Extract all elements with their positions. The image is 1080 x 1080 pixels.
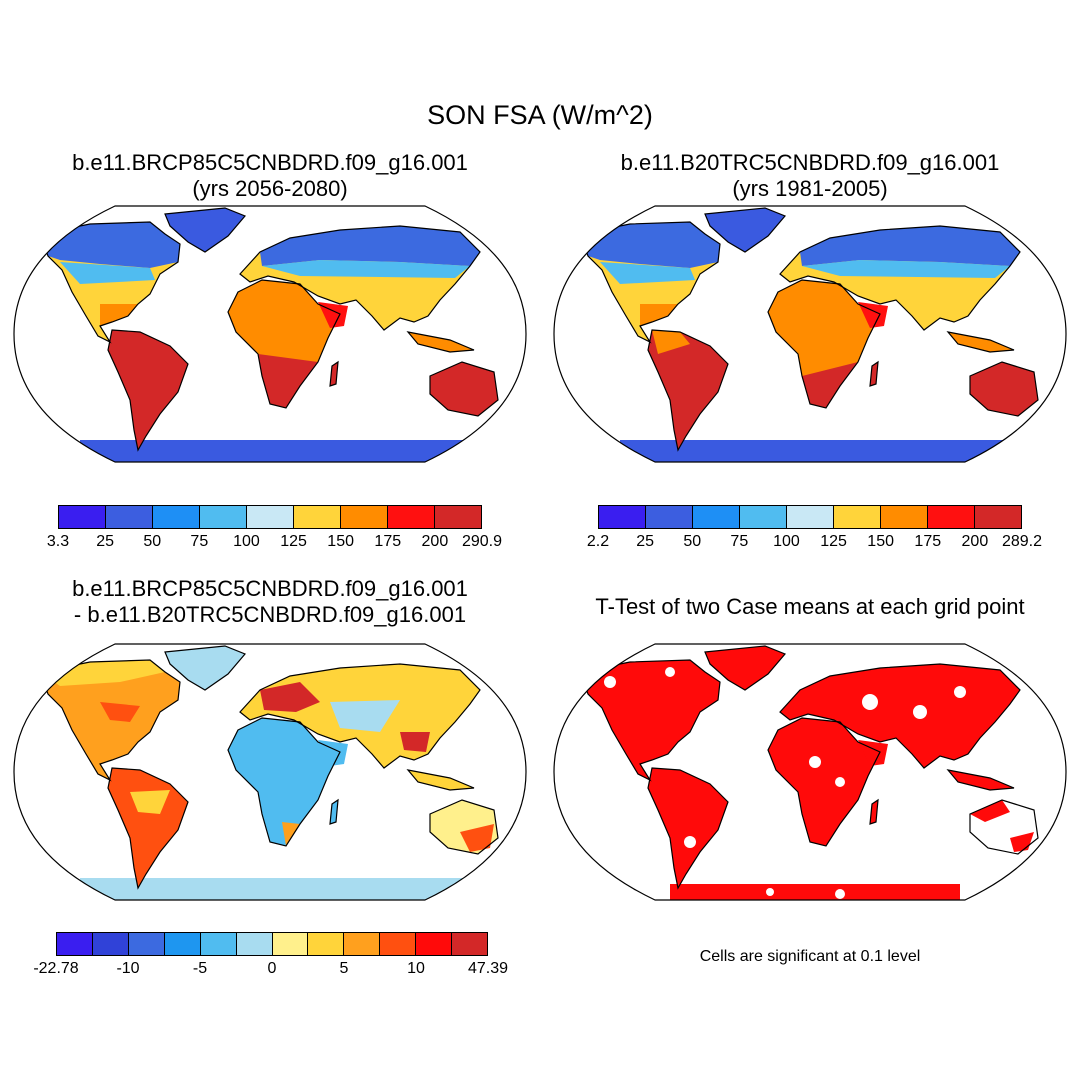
colorbar-tick-label: 150 xyxy=(867,533,895,550)
colorbar-swatch xyxy=(92,933,129,955)
colorbar-swatch xyxy=(344,933,381,955)
colorbar-tick-label: 5 xyxy=(339,960,349,977)
main-title: SON FSA (W/m^2) xyxy=(427,100,653,130)
colorbar-tick-label: 0 xyxy=(267,960,277,977)
top-right-title: b.e11.B20TRC5CNBDRD.f09_g16.001 (yrs 198… xyxy=(550,150,1070,202)
colorbar-swatch xyxy=(59,506,106,528)
colorbar-swatch xyxy=(881,506,928,528)
map-top-left xyxy=(13,205,527,463)
colorbar-swatch xyxy=(380,933,417,955)
colorbar-tick-label: 175 xyxy=(914,533,942,550)
colorbar-tick-label: 10 xyxy=(407,960,425,977)
colorbar-swatch xyxy=(388,506,435,528)
colorbar-tick-label: 200 xyxy=(961,533,989,550)
colorbar-tick-label: 47.39 xyxy=(467,960,509,977)
bottom-left-title: b.e11.BRCP85C5CNBDRD.f09_g16.001 - b.e11… xyxy=(10,576,530,628)
colorbar-tick-label: 2.2 xyxy=(586,533,610,550)
map-bottom-left xyxy=(13,643,527,901)
colorbar-swatch xyxy=(435,506,481,528)
colorbar-tick-label: 50 xyxy=(143,533,162,550)
colorbar-swatch xyxy=(341,506,388,528)
top-right-title-line2: (yrs 1981-2005) xyxy=(732,176,888,201)
top-left-title: b.e11.BRCP85C5CNBDRD.f09_g16.001 (yrs 20… xyxy=(10,150,530,202)
colorbar-swatch xyxy=(740,506,787,528)
colorbar-swatch xyxy=(308,933,345,955)
colorbar-tick-label: 3.3 xyxy=(46,533,70,550)
colorbar-tick-label: -5 xyxy=(192,960,208,977)
colorbar-swatch xyxy=(236,933,273,955)
colorbar-swatch xyxy=(272,933,309,955)
colorbar-tick-label: 289.2 xyxy=(1001,533,1043,550)
colorbar-bottom-left xyxy=(56,932,488,956)
colorbar-swatch xyxy=(975,506,1021,528)
colorbar-swatch xyxy=(153,506,200,528)
colorbar-tick-label: 50 xyxy=(683,533,702,550)
colorbar-tick-label: 75 xyxy=(190,533,209,550)
colorbar-swatch xyxy=(200,933,237,955)
colorbar-swatch xyxy=(294,506,341,528)
colorbar-swatch xyxy=(164,933,201,955)
map-top-right xyxy=(553,205,1067,463)
bottom-right-title: T-Test of two Case means at each grid po… xyxy=(595,594,1025,619)
bottom-left-title-line1: b.e11.BRCP85C5CNBDRD.f09_g16.001 xyxy=(72,576,468,601)
colorbar-swatch xyxy=(57,933,93,955)
colorbar-tick-label: -10 xyxy=(116,960,140,977)
colorbar-swatch xyxy=(928,506,975,528)
significance-note: Cells are significant at 0.1 level xyxy=(699,948,921,965)
colorbar-tick-label: 200 xyxy=(421,533,449,550)
colorbar-swatch xyxy=(128,933,165,955)
colorbar-swatch xyxy=(200,506,247,528)
top-left-title-line2: (yrs 2056-2080) xyxy=(192,176,348,201)
colorbar-swatch xyxy=(599,506,646,528)
top-right-title-line1: b.e11.B20TRC5CNBDRD.f09_g16.001 xyxy=(620,150,1000,175)
colorbar-swatch xyxy=(787,506,834,528)
colorbar-swatch xyxy=(693,506,740,528)
colorbar-swatch xyxy=(452,933,488,955)
colorbar-swatch xyxy=(247,506,294,528)
colorbar-tick-label: -22.78 xyxy=(33,960,79,977)
colorbar-tick-label: 125 xyxy=(280,533,307,550)
colorbar-tick-label: 125 xyxy=(820,533,847,550)
colorbar-tick-label: 175 xyxy=(374,533,402,550)
top-left-title-line1: b.e11.BRCP85C5CNBDRD.f09_g16.001 xyxy=(72,150,468,175)
colorbar-tick-label: 100 xyxy=(773,533,800,550)
colorbar-swatch xyxy=(416,933,453,955)
colorbar-tick-label: 25 xyxy=(96,533,115,550)
bottom-left-title-line2: - b.e11.B20TRC5CNBDRD.f09_g16.001 xyxy=(73,602,467,627)
colorbar-swatch xyxy=(834,506,881,528)
colorbar-swatch xyxy=(646,506,693,528)
colorbar-top-left xyxy=(58,505,482,529)
map-bottom-right xyxy=(553,643,1067,901)
colorbar-tick-label: 150 xyxy=(327,533,355,550)
colorbar-tick-label: 290.9 xyxy=(461,533,503,550)
colorbar-tick-label: 25 xyxy=(636,533,655,550)
colorbar-tick-label: 75 xyxy=(730,533,749,550)
colorbar-tick-label: 100 xyxy=(233,533,260,550)
colorbar-top-right xyxy=(598,505,1022,529)
colorbar-swatch xyxy=(106,506,153,528)
